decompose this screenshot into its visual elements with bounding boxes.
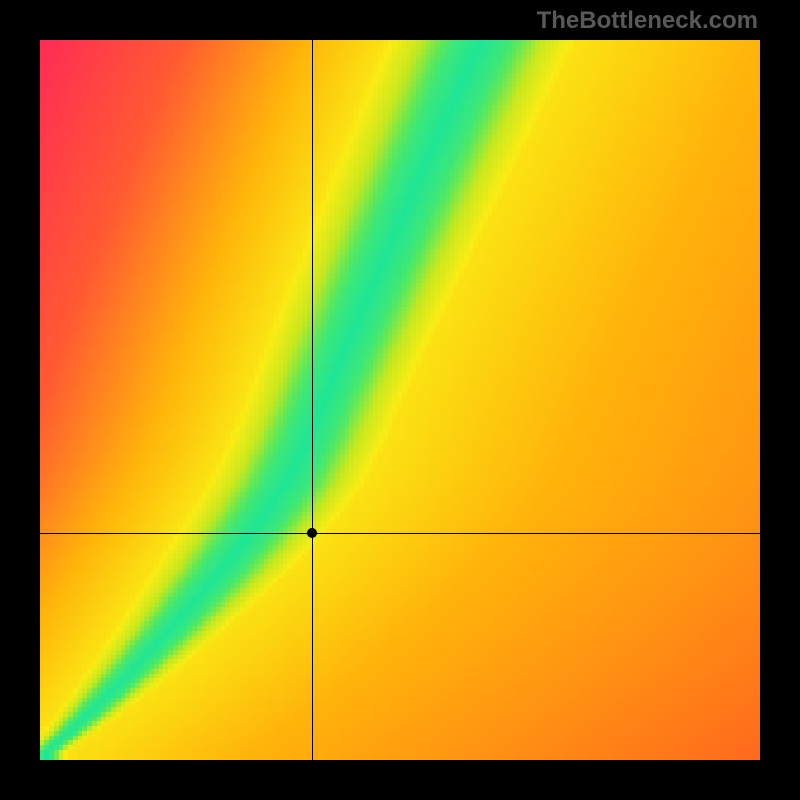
frame-bottom xyxy=(0,760,800,800)
frame-left xyxy=(0,0,40,800)
chart-container: { "type": "heatmap", "canvas": { "outer_… xyxy=(0,0,800,800)
watermark-text: TheBottleneck.com xyxy=(537,7,758,35)
frame-right xyxy=(760,0,800,800)
bottleneck-heatmap xyxy=(40,40,760,760)
